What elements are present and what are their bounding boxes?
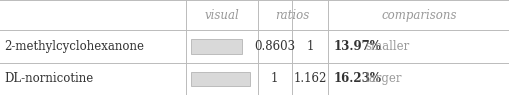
Text: DL-nornicotine: DL-nornicotine <box>4 72 93 85</box>
Text: larger: larger <box>365 72 402 85</box>
Bar <box>191 39 241 54</box>
Text: smaller: smaller <box>365 40 409 53</box>
Text: 1: 1 <box>270 72 278 85</box>
Text: comparisons: comparisons <box>380 9 456 22</box>
Text: 13.97%: 13.97% <box>333 40 381 53</box>
Text: 16.23%: 16.23% <box>333 72 381 85</box>
Text: visual: visual <box>204 9 239 22</box>
Text: 2-methylcyclohexanone: 2-methylcyclohexanone <box>4 40 144 53</box>
Text: 1.162: 1.162 <box>293 72 326 85</box>
Text: ratios: ratios <box>275 9 309 22</box>
Text: 1: 1 <box>305 40 313 53</box>
Bar <box>191 72 249 86</box>
Text: 0.8603: 0.8603 <box>253 40 295 53</box>
